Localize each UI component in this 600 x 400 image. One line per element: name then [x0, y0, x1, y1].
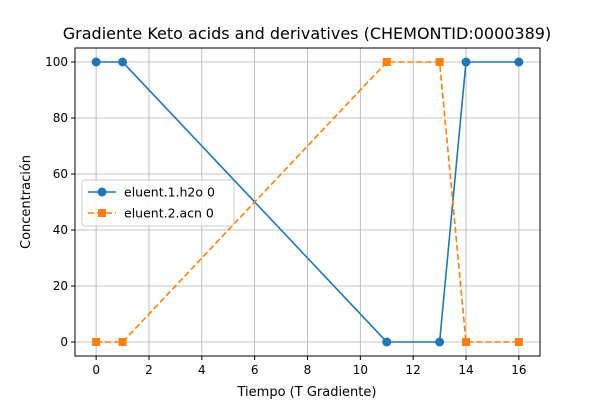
y-tick-label: 60 — [53, 167, 68, 181]
ticks: 0 2 4 6 8 10 12 14 16 0 20 40 60 80 100 — [45, 55, 526, 377]
series-layer — [91, 57, 524, 347]
legend-label: eluent.2.acn 0 — [124, 206, 214, 221]
series-1 — [91, 57, 524, 347]
y-tick-label: 40 — [53, 223, 68, 237]
data-point — [514, 338, 523, 346]
data-point — [435, 58, 444, 66]
y-tick-label: 20 — [53, 279, 68, 293]
chart-title: Gradiente Keto acids and derivatives (CH… — [63, 24, 551, 43]
data-point — [461, 57, 471, 67]
x-tick-label: 8 — [304, 363, 312, 377]
data-point — [382, 58, 391, 66]
x-tick-label: 14 — [458, 363, 473, 377]
legend: eluent.1.h2o 0 eluent.2.acn 0 — [81, 179, 235, 227]
x-tick-label: 6 — [251, 363, 259, 377]
data-point — [435, 337, 445, 347]
y-axis-label: Concentración — [19, 155, 34, 249]
x-tick-label: 2 — [145, 363, 153, 377]
x-tick-label: 12 — [406, 363, 421, 377]
x-tick-label: 10 — [353, 363, 368, 377]
legend-label: eluent.1.h2o 0 — [124, 185, 215, 200]
grid — [75, 48, 540, 356]
x-tick-label: 0 — [92, 363, 100, 377]
data-point — [462, 338, 471, 346]
series-2 — [92, 58, 523, 346]
legend-entry: eluent.2.acn 0 — [88, 206, 214, 221]
data-point — [382, 337, 392, 347]
x-tick-label: 4 — [198, 363, 206, 377]
legend-box — [81, 179, 235, 227]
y-tick-label: 100 — [45, 55, 68, 69]
data-point — [92, 338, 101, 346]
data-point — [91, 57, 101, 67]
data-point — [514, 57, 524, 67]
legend-marker — [98, 209, 106, 217]
legend-marker — [97, 187, 107, 197]
legend-entry: eluent.1.h2o 0 — [88, 185, 215, 200]
x-tick-label: 16 — [511, 363, 526, 377]
y-tick-label: 80 — [53, 111, 68, 125]
x-axis-label: Tiempo (T Gradiente) — [237, 385, 377, 400]
series-line — [96, 61, 519, 343]
data-point — [118, 338, 127, 346]
data-point — [118, 57, 128, 67]
y-tick-label: 0 — [60, 335, 68, 349]
